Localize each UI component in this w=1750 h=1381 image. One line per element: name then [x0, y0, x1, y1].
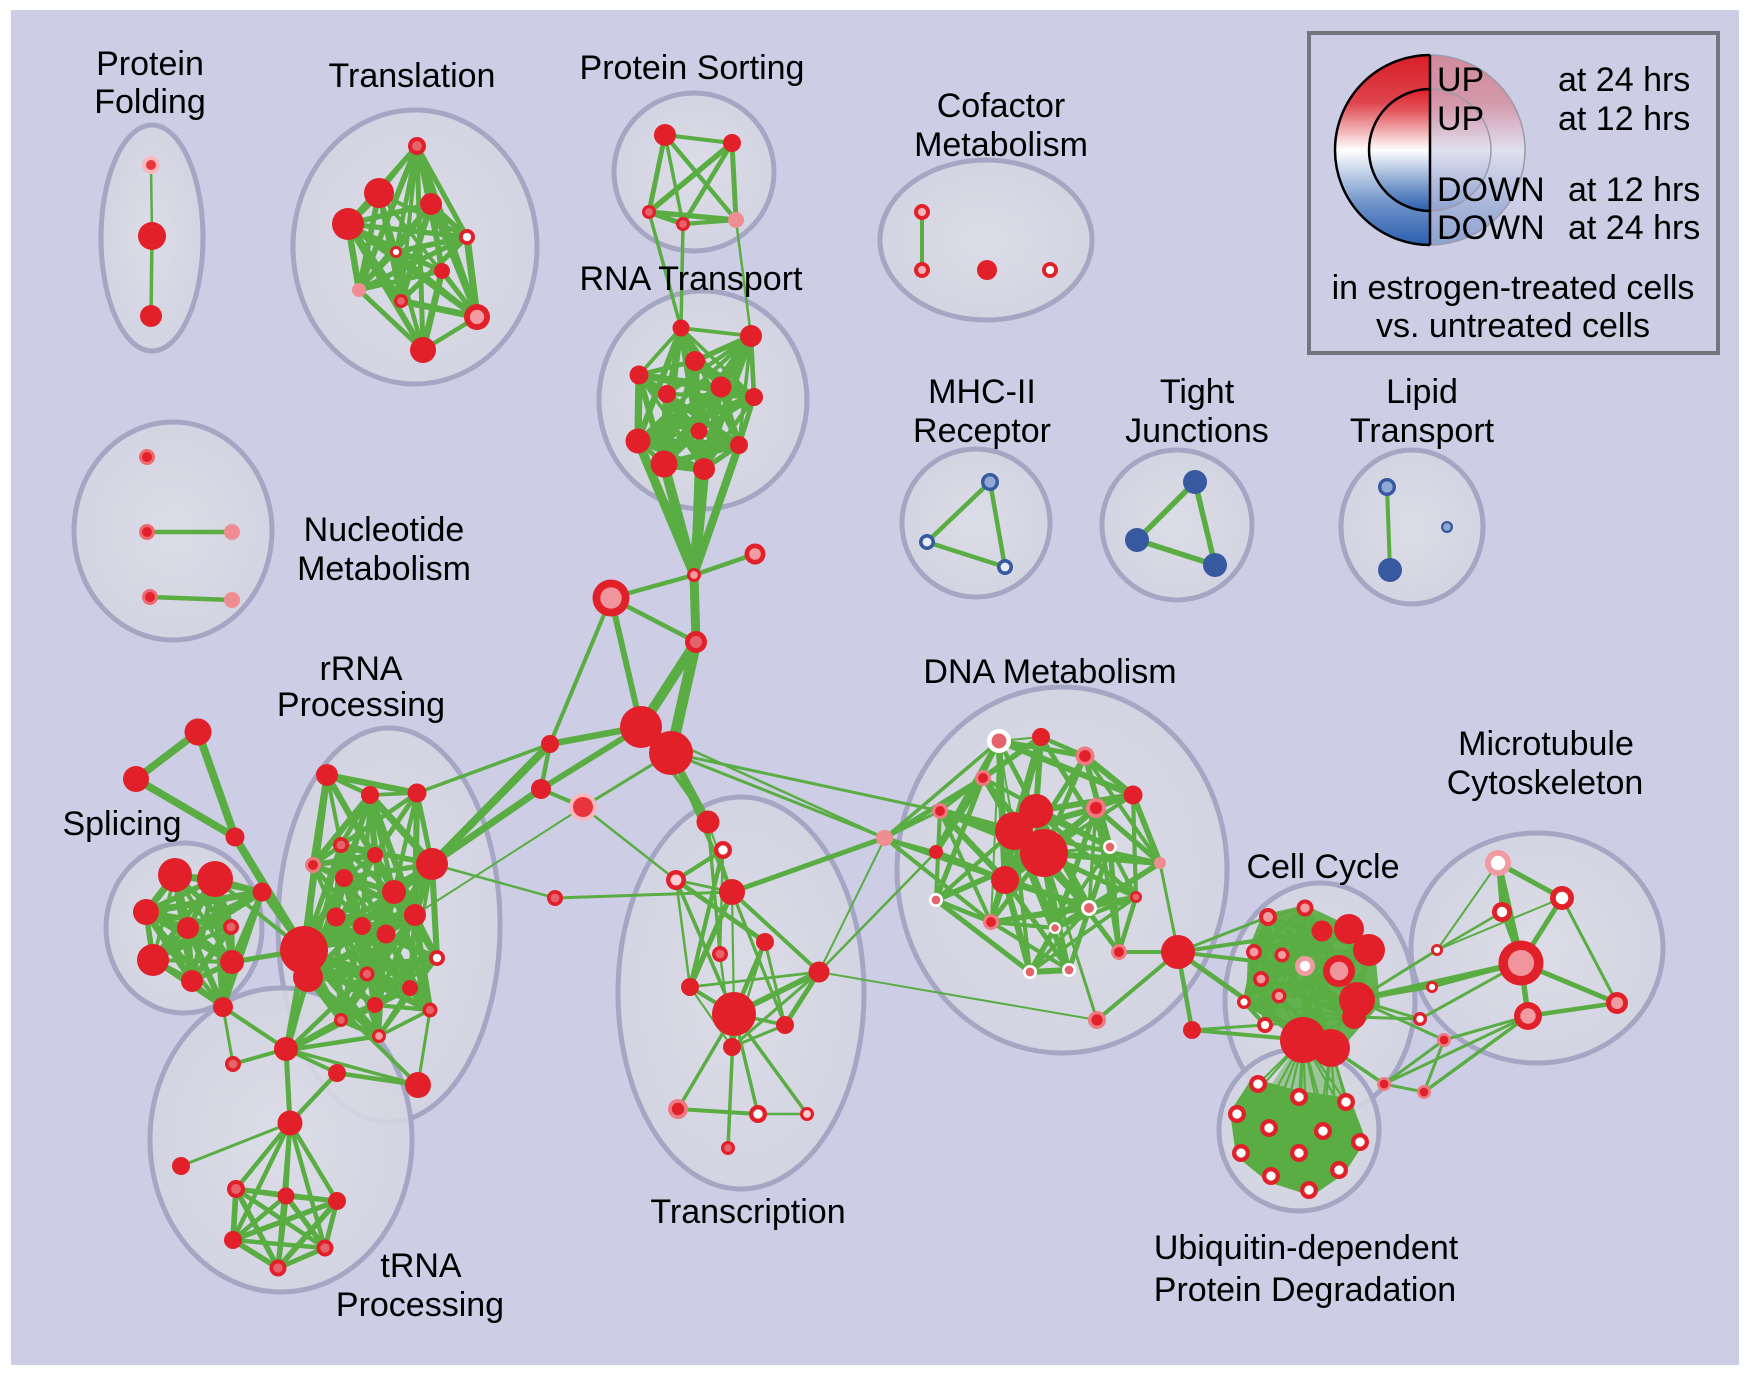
svg-text:Protein Sorting: Protein Sorting [580, 49, 805, 87]
svg-text:Processing: Processing [336, 1286, 504, 1324]
svg-text:Cytoskeleton: Cytoskeleton [1447, 764, 1644, 802]
svg-text:Splicing: Splicing [62, 805, 181, 843]
svg-text:Cofactor: Cofactor [937, 87, 1066, 125]
svg-text:Translation: Translation [329, 57, 496, 95]
svg-text:DNA Metabolism: DNA Metabolism [923, 653, 1176, 691]
svg-text:UP: UP [1437, 100, 1484, 138]
svg-text:Metabolism: Metabolism [914, 126, 1088, 164]
svg-text:Protein Degradation: Protein Degradation [1154, 1271, 1456, 1309]
svg-text:vs. untreated cells: vs. untreated cells [1376, 307, 1650, 345]
svg-text:Folding: Folding [94, 83, 206, 121]
svg-text:DOWN: DOWN [1437, 209, 1545, 247]
svg-text:Transcription: Transcription [650, 1193, 845, 1231]
svg-text:Tight: Tight [1160, 373, 1235, 411]
svg-text:MHC-II: MHC-II [928, 373, 1036, 411]
svg-text:in estrogen-treated cells: in estrogen-treated cells [1332, 269, 1695, 307]
svg-text:Protein: Protein [96, 45, 204, 83]
svg-text:at 12 hrs: at 12 hrs [1558, 100, 1690, 138]
svg-text:Cell Cycle: Cell Cycle [1246, 848, 1399, 886]
svg-text:Metabolism: Metabolism [297, 550, 471, 588]
svg-text:Transport: Transport [1350, 412, 1495, 450]
svg-text:DOWN: DOWN [1437, 171, 1545, 209]
svg-text:at 24 hrs: at 24 hrs [1558, 61, 1690, 99]
svg-text:Nucleotide: Nucleotide [304, 511, 465, 549]
svg-text:Ubiquitin-dependent: Ubiquitin-dependent [1154, 1229, 1459, 1267]
svg-text:Processing: Processing [277, 686, 445, 724]
svg-text:Receptor: Receptor [913, 412, 1051, 450]
svg-text:at 24 hrs: at 24 hrs [1568, 209, 1700, 247]
svg-text:Lipid: Lipid [1386, 373, 1458, 411]
svg-text:Microtubule: Microtubule [1458, 725, 1634, 763]
svg-text:RNA Transport: RNA Transport [580, 260, 804, 298]
svg-text:Junctions: Junctions [1125, 412, 1269, 450]
svg-text:tRNA: tRNA [380, 1247, 462, 1285]
svg-text:rRNA: rRNA [319, 650, 402, 688]
svg-text:at 12 hrs: at 12 hrs [1568, 171, 1700, 209]
svg-text:UP: UP [1437, 61, 1484, 99]
